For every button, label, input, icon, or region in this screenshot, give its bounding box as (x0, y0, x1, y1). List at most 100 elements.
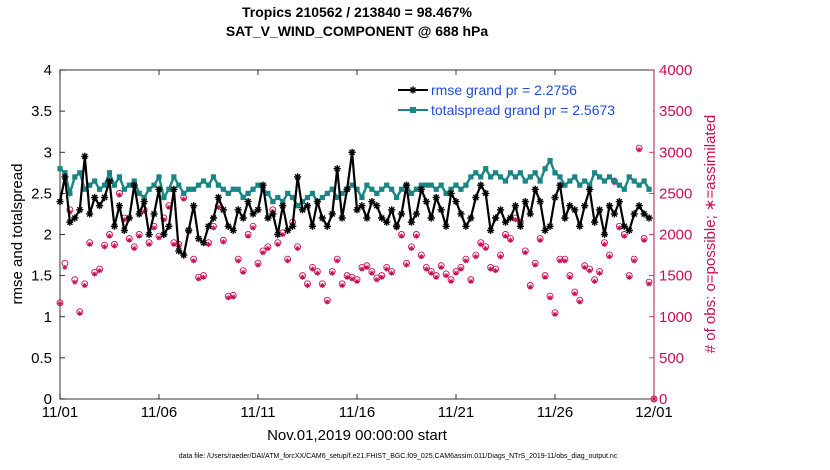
rmse-point (378, 214, 386, 222)
obs-assimilated-marker (57, 300, 63, 307)
rmse-point (195, 235, 203, 243)
obs-assimilated-marker (616, 225, 622, 231)
totalspread-point (299, 199, 306, 205)
rmse-point (140, 198, 148, 206)
obs-assimilated-marker (126, 237, 132, 243)
rmse-point (214, 193, 222, 202)
obs-assimilated-marker (507, 237, 514, 243)
totalspread-point (646, 186, 652, 192)
y-axis-label: rmse and totalspread (9, 164, 26, 305)
y-tick-label: 4 (44, 62, 52, 79)
rmse-point (600, 230, 609, 239)
totalspread-point (433, 186, 439, 192)
legend-spread-marker (410, 107, 416, 113)
rmse-point (561, 214, 569, 222)
totalspread-point (572, 174, 578, 180)
obs-assimilated-marker (636, 147, 642, 153)
obs-assimilated-marker (171, 241, 177, 247)
totalspread-point (275, 194, 281, 201)
totalspread-point (215, 182, 221, 188)
y2-tick-label: 1000 (659, 309, 692, 326)
obs-assimilated-marker (210, 225, 217, 231)
obs-assimilated-marker (285, 258, 291, 264)
obs-assimilated-marker (265, 245, 271, 252)
totalspread-point (161, 194, 167, 201)
totalspread-point (280, 199, 286, 205)
rmse-point (412, 210, 420, 218)
totalspread-point (295, 203, 301, 209)
obs-assimilated-marker (408, 245, 415, 252)
totalspread-point (77, 170, 83, 176)
legend-box (395, 78, 653, 122)
rmse-point (190, 202, 198, 210)
totalspread-point (146, 186, 152, 192)
obs-assimilated-marker (101, 244, 108, 250)
obs-assimilated-marker (626, 274, 632, 280)
totalspread-point (443, 190, 449, 196)
rmse-point (264, 214, 272, 222)
obs-assimilated-marker (82, 282, 88, 289)
obs-assimilated-marker (200, 274, 207, 280)
rmse-point (467, 214, 475, 222)
rmse-point (546, 222, 554, 230)
totalspread-point (285, 190, 291, 196)
obs-assimilated-marker (577, 299, 583, 305)
rmse-point (96, 202, 104, 210)
y-tick-label: 2 (44, 227, 52, 244)
totalspread-point (151, 182, 157, 188)
rmse-point (368, 198, 376, 206)
rmse-point (358, 202, 366, 210)
obs-assimilated-marker (379, 274, 385, 280)
data-file-footer: data file: /Users/raeder/DAI/ATM_forcXX/… (179, 453, 618, 460)
obs-assimilated-marker (92, 271, 98, 277)
legend-rmse-label: rmse grand pr = 2.2756 (431, 82, 577, 98)
obs-assimilated-marker (196, 276, 202, 282)
obs-assimilated-marker (111, 243, 118, 249)
rmse-point (625, 226, 633, 234)
rmse-point (274, 230, 282, 239)
totalspread-point (497, 174, 504, 180)
x-tick-label: 11/11 (240, 404, 275, 421)
obs-assimilated-marker (299, 274, 306, 280)
totalspread-point (196, 182, 202, 188)
totalspread-point (309, 190, 316, 196)
rmse-point (234, 206, 242, 214)
obs-assimilated-marker (77, 310, 83, 317)
y2-tick-label: 3000 (659, 144, 692, 161)
rmse-point (204, 222, 213, 230)
x-tick-label: 11/26 (537, 404, 573, 421)
rmse-point (180, 251, 188, 259)
totalspread-point (562, 182, 568, 188)
obs-assimilated-marker (116, 192, 122, 198)
obs-count-markers (56, 144, 658, 403)
totalspread-point (502, 178, 509, 184)
obs-assimilated-marker (596, 270, 603, 276)
totalspread-point (141, 194, 147, 201)
obs-assimilated-marker (240, 269, 246, 275)
totalspread-point (423, 182, 429, 188)
rmse-point (145, 230, 153, 239)
totalspread-point (364, 182, 370, 188)
obs-assimilated-marker (468, 278, 474, 284)
totalspread-point (270, 199, 276, 205)
totalspread-series (57, 157, 652, 209)
obs-assimilated-marker (181, 196, 187, 202)
rmse-point (323, 222, 331, 230)
rmse-point (581, 202, 589, 210)
totalspread-point (220, 186, 226, 192)
rmse-point (422, 198, 430, 206)
rmse-point (566, 202, 574, 210)
rmse-point (447, 189, 455, 197)
totalspread-point (567, 178, 573, 184)
obs-assimilated-marker (369, 270, 375, 276)
rmse-point (101, 193, 109, 202)
rmse-point (343, 185, 351, 193)
obs-assimilated-marker (433, 274, 439, 280)
rmse-point (185, 226, 193, 234)
obs-assimilated-marker (641, 237, 647, 243)
totalspread-point (621, 186, 627, 192)
rmse-point (56, 198, 64, 206)
rmse-point (81, 152, 89, 160)
rmse-line (58, 152, 650, 258)
rmse-point (284, 226, 292, 234)
